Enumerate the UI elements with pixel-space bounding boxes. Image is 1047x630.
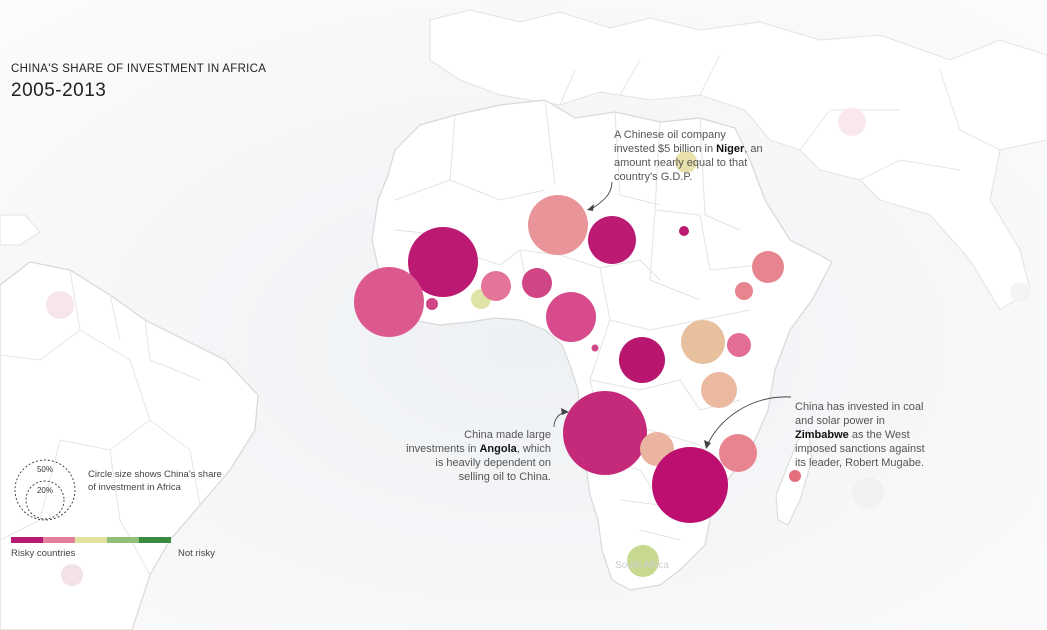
north-america-fragment [0,214,41,246]
faint-bubble [838,108,866,136]
annotation-zimbabwe-text: China has invested in coal and solar pow… [795,401,924,427]
bubble-togo[interactable] [481,271,511,301]
annotation-angola-text: China made large investments in [406,429,551,455]
bubble-south-africa[interactable] [627,545,659,577]
bubble-chad[interactable] [588,216,636,264]
faint-bubble [61,564,83,586]
investment-bubbles [354,151,801,577]
annotation-niger-text: A Chinese oil company invested $5 billio… [614,129,726,155]
bubble-sudan[interactable] [679,226,689,236]
bubble-madagascar[interactable] [789,470,801,482]
bubble-cote-divoire[interactable] [426,298,438,310]
bubble-guinea[interactable] [408,227,478,297]
annotation-niger-text-2: , an amount nearly equal to that country… [614,143,763,183]
bubble-eq-guinea[interactable] [591,344,599,352]
arrowhead-angola [561,408,569,415]
bubble-angola[interactable] [563,391,647,475]
annotation-niger: A Chinese oil company invested $5 billio… [614,128,764,184]
size-legend: 50% 20% [14,459,76,521]
size-legend-small-label: 20% [37,486,53,495]
faint-bubble [852,477,884,509]
chart-years: 2005-2013 [11,80,107,101]
bubble-libya[interactable] [675,151,697,173]
risk-legend-high-label: Not risky [178,548,215,559]
annotation-angola: China made large investments in Angola, … [405,428,551,484]
risk-legend-swatch [75,537,107,543]
risk-legend-swatch [11,537,43,543]
bubble-somalia[interactable] [735,282,753,300]
size-legend-large-label: 50% [37,465,53,474]
size-legend-small [25,480,65,520]
annotation-angola-text-2: , which is heavily dependent on selling … [435,443,551,483]
bubble-uganda[interactable] [681,320,725,364]
annotation-niger-country: Niger [716,143,745,155]
bubble-cameroon[interactable] [546,292,596,342]
faint-bubble [46,291,74,319]
faint-bubble [1010,282,1030,302]
map-label-south-africa: South Africa [615,560,669,571]
bubble-congo-drc[interactable] [619,337,665,383]
south-america-borders [0,269,201,576]
risk-color-legend [11,537,171,543]
annotation-angola-country: Angola [479,443,517,455]
chart-title: CHINA'S SHARE OF INVESTMENT IN AFRICA [11,63,267,75]
arrowhead-zimbabwe [704,440,711,449]
bubble-kenya[interactable] [727,333,751,357]
arrowhead-niger [587,204,594,211]
bubble-liberia[interactable] [354,267,424,337]
risk-legend-swatch [107,537,139,543]
annotation-zimbabwe: China has invested in coal and solar pow… [795,400,935,470]
risk-legend-swatch [43,537,75,543]
bubble-tanzania[interactable] [701,372,737,408]
bubble-zimbabwe[interactable] [652,447,728,523]
size-legend-large [14,459,76,521]
bubble-ethiopia[interactable] [752,251,784,283]
bubble-nigeria[interactable] [522,268,552,298]
europe-landmass [429,9,1047,311]
leader-zimbabwe [706,396,792,447]
europe-borders [559,54,1001,181]
size-legend-text: Circle size shows China's share of inves… [88,469,222,493]
risk-legend-low-label: Risky countries [11,548,76,559]
annotation-zimbabwe-country: Zimbabwe [795,429,849,441]
bubble-mozambique[interactable] [719,434,757,472]
annotation-zimbabwe-text-2: as the West imposed sanctions against it… [795,429,925,469]
risk-legend-swatch [139,537,171,543]
bubble-niger[interactable] [528,195,588,255]
